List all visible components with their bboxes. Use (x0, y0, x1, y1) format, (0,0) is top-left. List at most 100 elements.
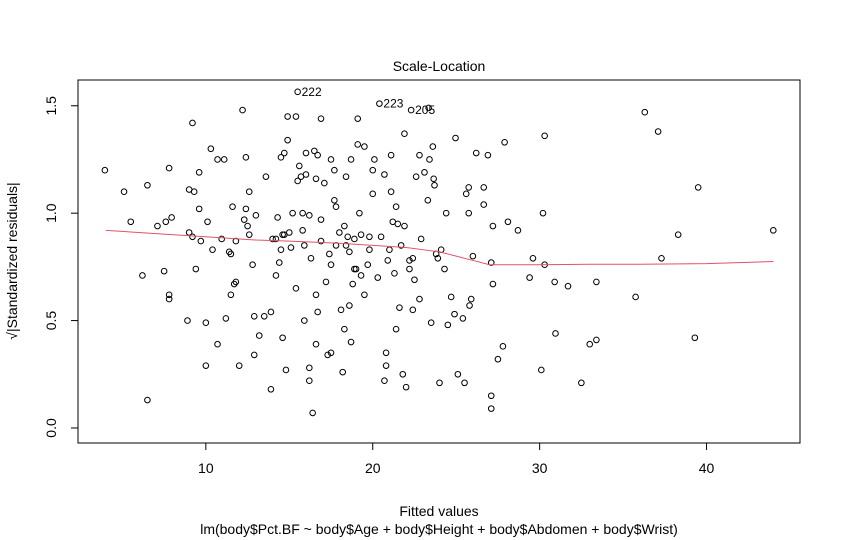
point (407, 106, 415, 114)
point (424, 196, 432, 204)
point (578, 379, 585, 387)
point (235, 362, 243, 369)
point (207, 145, 215, 153)
point (277, 246, 285, 253)
point (195, 169, 203, 176)
point (382, 362, 390, 369)
point (632, 293, 639, 301)
point (189, 233, 196, 241)
point (327, 261, 335, 269)
point (399, 370, 407, 378)
y-tick-label: 0.5 (43, 311, 59, 331)
point (462, 190, 470, 198)
point (351, 235, 358, 243)
y-tick-label: 1.0 (43, 203, 59, 223)
point (371, 156, 378, 163)
point (314, 308, 321, 316)
subtitle: lm(body$Pct.BF ~ body$Age + body$Height … (200, 521, 678, 537)
point (341, 325, 348, 333)
point (301, 242, 308, 249)
point (501, 138, 508, 146)
point (289, 209, 296, 217)
point (427, 319, 435, 327)
point (376, 100, 383, 107)
point (425, 104, 432, 112)
point (454, 370, 462, 378)
point (232, 278, 240, 286)
point (242, 154, 250, 161)
point (487, 405, 495, 412)
point-label: 223 (383, 97, 403, 111)
point (227, 250, 235, 258)
point (312, 291, 320, 299)
point (401, 130, 408, 137)
point (593, 336, 600, 344)
point (466, 302, 473, 309)
point (227, 291, 235, 299)
point (184, 317, 191, 324)
point (658, 254, 665, 262)
point (409, 254, 417, 262)
point (442, 209, 450, 217)
y-axis-label: √|Standardized residuals| (4, 182, 20, 339)
point (307, 254, 315, 262)
point (514, 227, 522, 234)
point (317, 115, 325, 122)
point (480, 201, 488, 208)
point (250, 312, 258, 320)
point (218, 235, 225, 243)
point (417, 235, 425, 243)
point (280, 149, 288, 157)
point (489, 222, 497, 230)
point (377, 233, 385, 241)
point (361, 143, 368, 150)
point (202, 319, 210, 327)
x-tick-label: 10 (198, 460, 214, 476)
point (127, 218, 135, 226)
point (430, 175, 437, 183)
point (312, 340, 320, 348)
point (349, 280, 357, 288)
x-tick-label: 20 (365, 460, 381, 476)
point (344, 233, 352, 241)
point (299, 209, 306, 217)
point (294, 177, 301, 185)
point (416, 151, 423, 159)
point (197, 237, 205, 245)
point (641, 108, 649, 116)
point (593, 278, 600, 286)
point (431, 181, 438, 189)
point (381, 171, 388, 178)
point (222, 315, 230, 322)
point (386, 246, 393, 253)
point (229, 203, 236, 211)
point (392, 325, 400, 333)
point (302, 149, 310, 157)
point (245, 188, 253, 195)
point (284, 113, 291, 120)
point (384, 257, 392, 264)
point (336, 229, 343, 236)
point (324, 351, 331, 359)
point (564, 282, 572, 290)
point (245, 231, 253, 238)
point (342, 173, 350, 180)
point (326, 250, 333, 258)
point (402, 383, 410, 391)
point (416, 295, 423, 303)
point (260, 312, 268, 320)
point (487, 392, 495, 400)
point (480, 184, 488, 191)
point (301, 317, 308, 324)
x-axis-label: Fitted values (399, 503, 478, 519)
point (447, 293, 455, 301)
point (292, 285, 300, 292)
point (429, 143, 437, 150)
point (101, 166, 109, 174)
point (394, 220, 402, 228)
point (331, 196, 338, 204)
point (244, 222, 251, 230)
point (294, 88, 301, 96)
point (654, 128, 662, 135)
